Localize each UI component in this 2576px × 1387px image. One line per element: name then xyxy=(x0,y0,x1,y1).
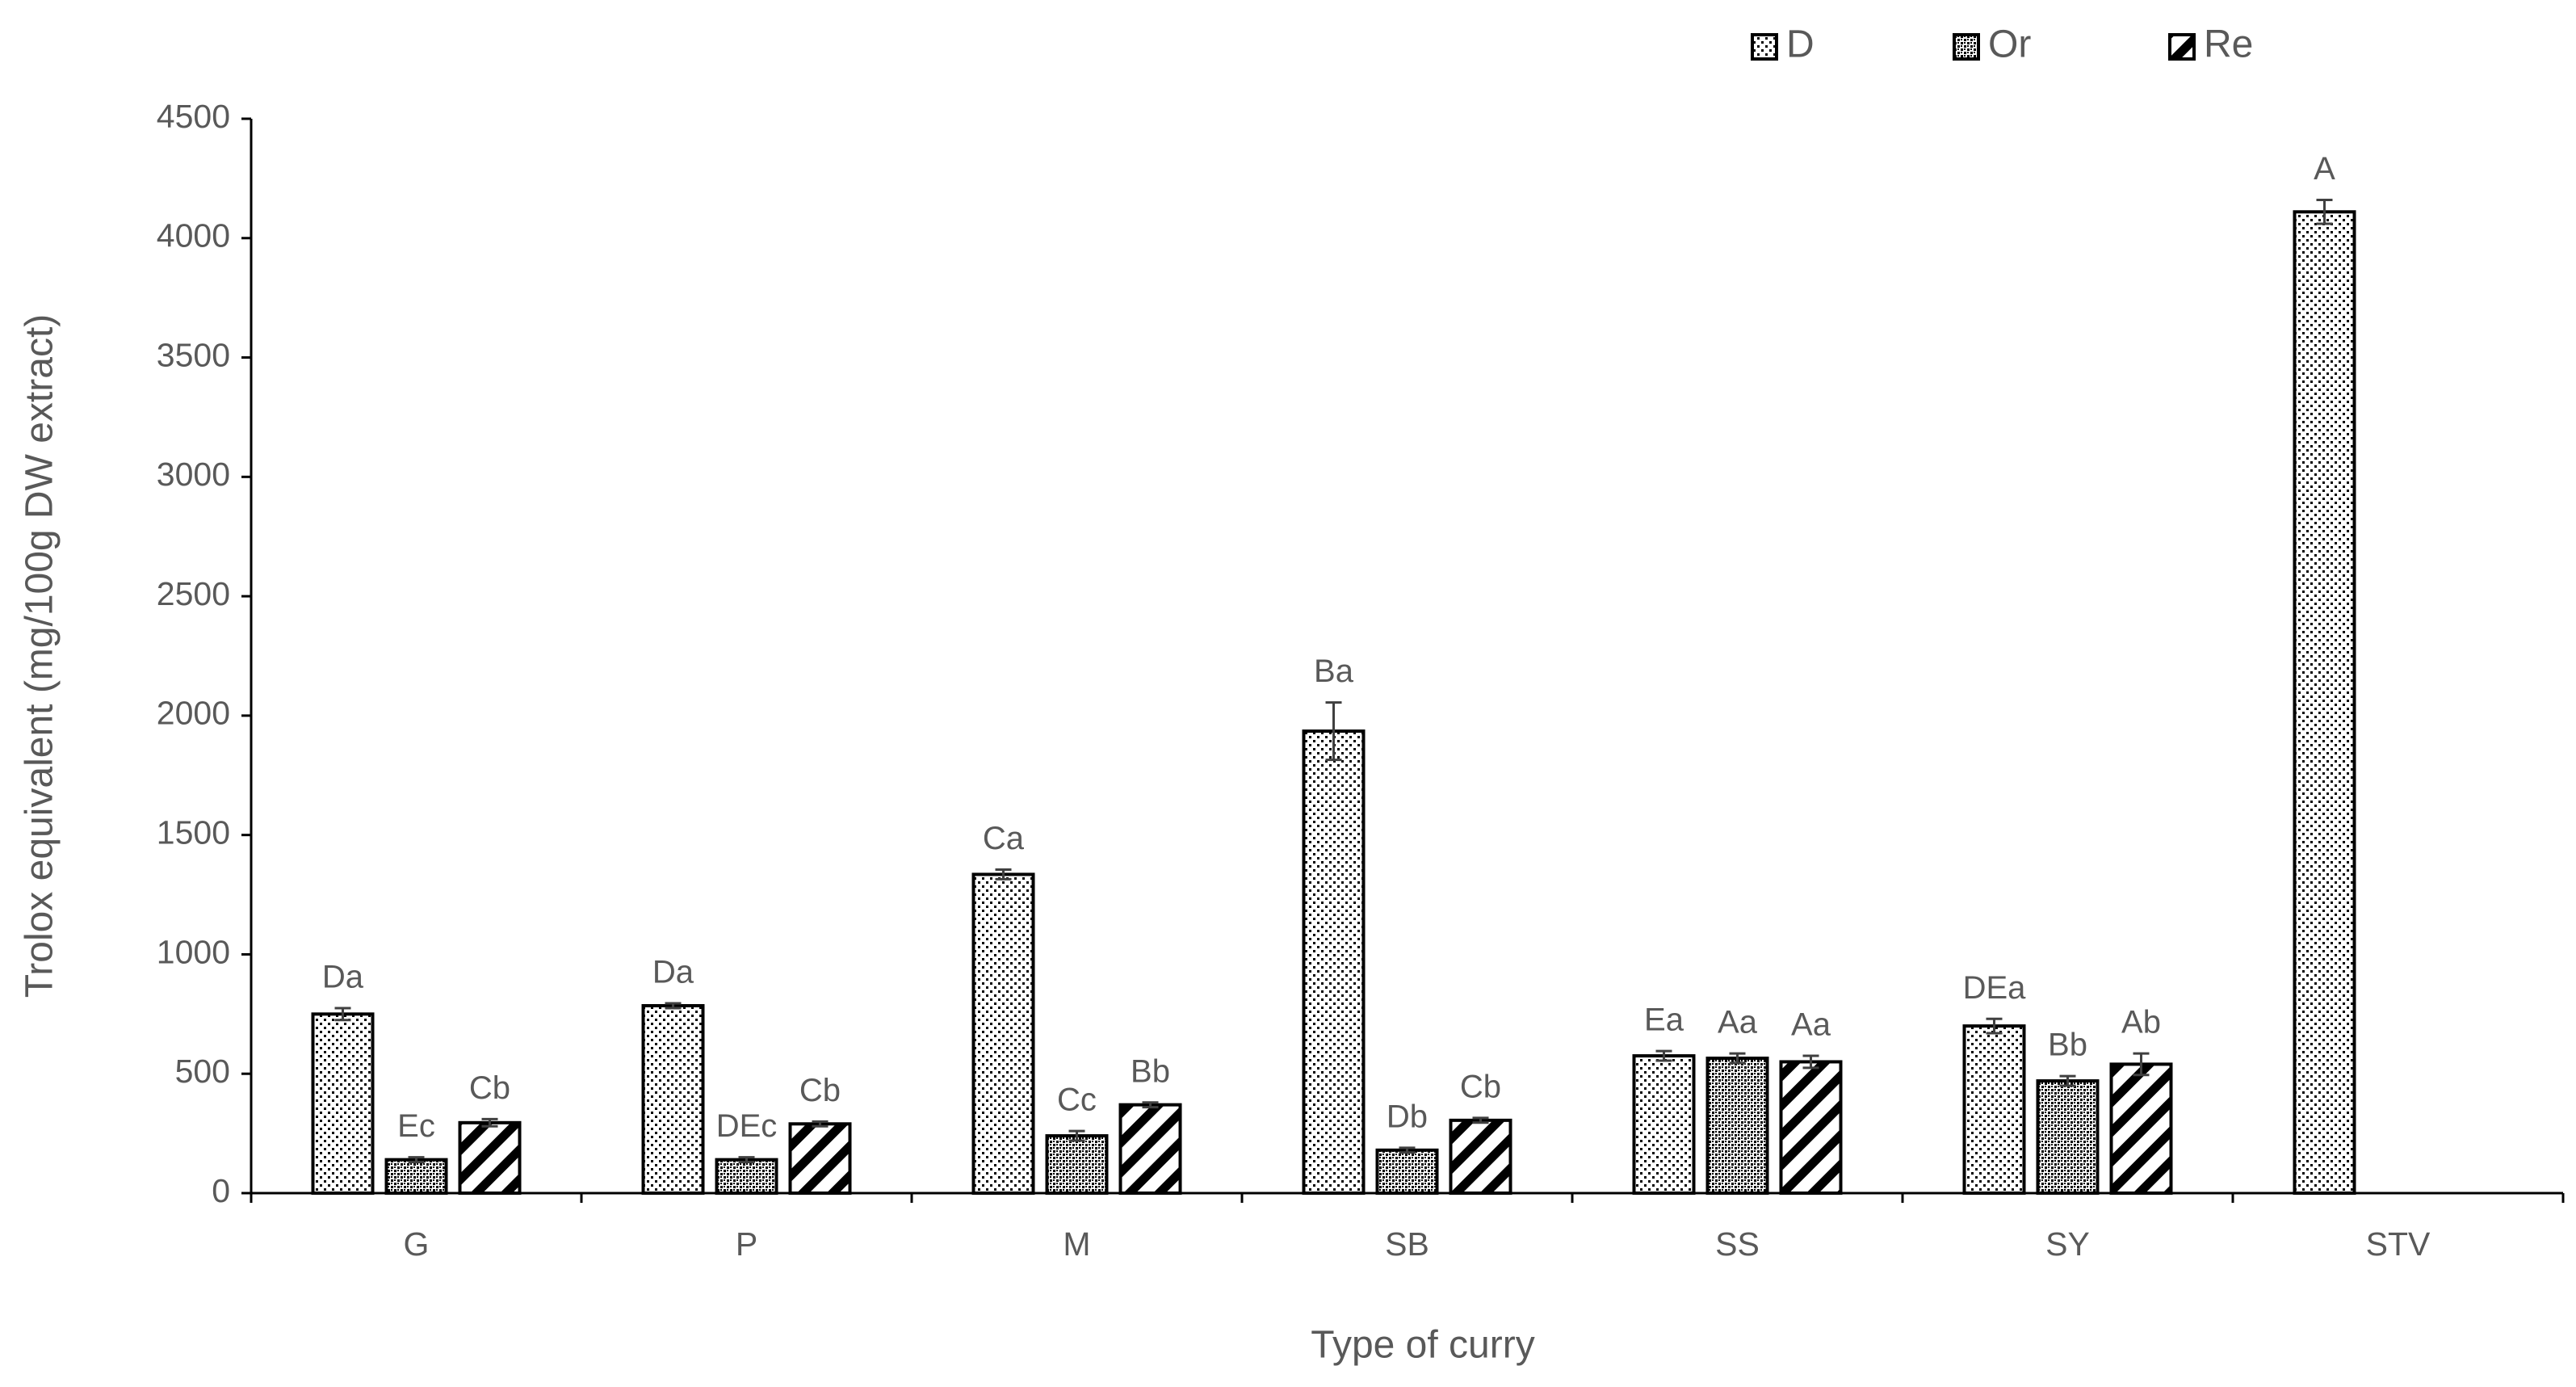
bar xyxy=(1632,1054,1696,1195)
error-bar xyxy=(481,1117,498,1128)
bar xyxy=(1118,1103,1182,1195)
data-label: Ca xyxy=(983,821,1025,856)
bar xyxy=(1962,1024,2026,1195)
data-label: Da xyxy=(652,955,694,990)
error-bar xyxy=(1655,1049,1672,1062)
data-label: Bb xyxy=(1131,1053,1170,1089)
data-label: Cc xyxy=(1057,1082,1097,1118)
bar xyxy=(458,1120,522,1196)
x-axis-title: Type of curry xyxy=(1311,1324,1534,1367)
bar xyxy=(1449,1118,1512,1196)
bar xyxy=(1045,1134,1109,1195)
y-tick-label: 3500 xyxy=(157,336,230,373)
legend-swatch xyxy=(1953,33,1980,61)
legend-label: Re xyxy=(2204,23,2253,66)
error-bar xyxy=(2059,1074,2076,1087)
y-axis-title: Trolox equivalent (mg/100g DW extract) xyxy=(19,314,61,998)
y-tick-label: 1500 xyxy=(157,813,230,851)
x-tick-label: SB xyxy=(1385,1225,1429,1263)
data-label: A xyxy=(2314,151,2335,187)
data-label: Cb xyxy=(469,1070,510,1106)
error-bar xyxy=(1986,1017,2003,1035)
error-bar xyxy=(2316,198,2333,225)
error-bar xyxy=(1729,1052,1746,1065)
bar xyxy=(1779,1060,1843,1196)
data-label: Ba xyxy=(1314,654,1354,689)
data-label: Da xyxy=(322,960,364,995)
error-bar xyxy=(665,1002,682,1010)
x-tick-label: SY xyxy=(2045,1225,2090,1263)
x-tick-label: P xyxy=(736,1225,757,1263)
y-tick-label: 4000 xyxy=(157,217,230,254)
y-tick-label: 4500 xyxy=(157,98,230,135)
x-tick-label: G xyxy=(404,1225,430,1263)
y-tick-label: 1000 xyxy=(157,933,230,970)
legend-label: D xyxy=(1786,23,1815,66)
bar xyxy=(788,1122,852,1196)
data-label: Ec xyxy=(397,1108,435,1144)
bar xyxy=(715,1158,778,1195)
error-bar xyxy=(738,1156,755,1164)
bar xyxy=(311,1012,375,1196)
bar xyxy=(1705,1057,1769,1195)
legend-swatch xyxy=(2168,33,2196,61)
y-tick-label: 500 xyxy=(175,1053,230,1090)
legend-swatch xyxy=(1751,33,1778,61)
error-bar xyxy=(334,1007,351,1022)
bar xyxy=(641,1003,705,1195)
data-label: Aa xyxy=(1791,1007,1831,1043)
error-bar xyxy=(1068,1129,1085,1142)
bar xyxy=(1302,729,1366,1195)
legend-label: Or xyxy=(1988,23,2031,66)
error-bar xyxy=(995,868,1012,881)
data-label: DEc xyxy=(716,1108,778,1144)
data-label: Cb xyxy=(1460,1069,1501,1104)
data-label: Ab xyxy=(2121,1005,2161,1040)
error-bar xyxy=(1325,701,1342,762)
data-label: Aa xyxy=(1718,1005,1758,1040)
y-tick-label: 3000 xyxy=(157,456,230,493)
bar xyxy=(1375,1148,1439,1196)
error-bar xyxy=(408,1156,425,1164)
error-bar xyxy=(1399,1146,1416,1154)
data-label: Db xyxy=(1387,1099,1428,1134)
data-label: Ea xyxy=(1644,1002,1684,1038)
bar xyxy=(971,872,1035,1196)
error-bar xyxy=(812,1120,829,1128)
data-label: Bb xyxy=(2048,1028,2087,1063)
y-tick-label: 2000 xyxy=(157,695,230,732)
error-bar xyxy=(1142,1101,1159,1109)
bar xyxy=(2036,1079,2100,1195)
bar xyxy=(384,1158,448,1195)
error-bar xyxy=(1472,1116,1489,1124)
bar xyxy=(2109,1062,2173,1196)
x-tick-label: M xyxy=(1063,1225,1090,1263)
x-tick-label: STV xyxy=(2366,1225,2431,1263)
y-tick-label: 0 xyxy=(212,1172,230,1209)
bar xyxy=(2293,210,2356,1195)
y-tick-label: 2500 xyxy=(157,575,230,612)
x-tick-label: SS xyxy=(1715,1225,1760,1263)
error-bar xyxy=(2133,1052,2150,1077)
data-label: DEa xyxy=(1963,970,2027,1006)
data-label: Cb xyxy=(799,1073,841,1108)
error-bar xyxy=(1802,1054,1819,1070)
